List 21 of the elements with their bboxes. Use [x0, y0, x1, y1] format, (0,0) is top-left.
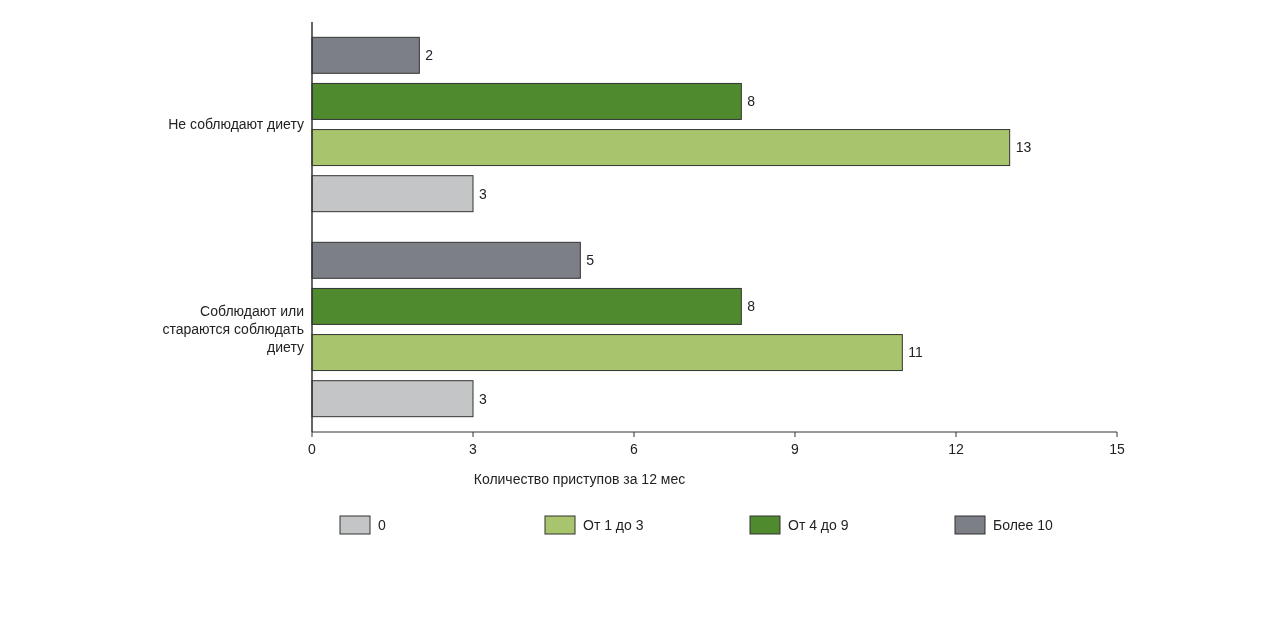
x-tick-label: 3: [469, 441, 478, 457]
x-tick-label: 9: [791, 441, 800, 457]
y-tick-label: Не соблюдают диету: [168, 116, 304, 133]
data-label: 3: [479, 185, 487, 202]
y-tick-label: Соблюдают или стараются соблюдать диету: [162, 303, 304, 356]
data-label: 8: [747, 93, 756, 110]
x-tick-label: 12: [948, 441, 964, 457]
legend-label: 0: [378, 516, 386, 533]
legend-label: От 1 до 3: [583, 516, 644, 533]
data-label: 3: [479, 390, 487, 407]
x-axis-title: Количество приступов за 12 мес: [473, 471, 686, 487]
legend-label: От 4 до 9: [788, 516, 849, 533]
data-label: 8: [747, 298, 756, 315]
legend-label: Более 10: [993, 516, 1054, 533]
x-tick-label: 15: [1109, 441, 1125, 457]
x-tick-label: 0: [308, 441, 317, 457]
x-tick-label: 6: [630, 441, 639, 457]
data-label: 5: [586, 252, 595, 269]
data-label: 11: [908, 344, 924, 361]
data-label: 2: [425, 47, 434, 64]
data-label: 13: [1015, 139, 1032, 156]
